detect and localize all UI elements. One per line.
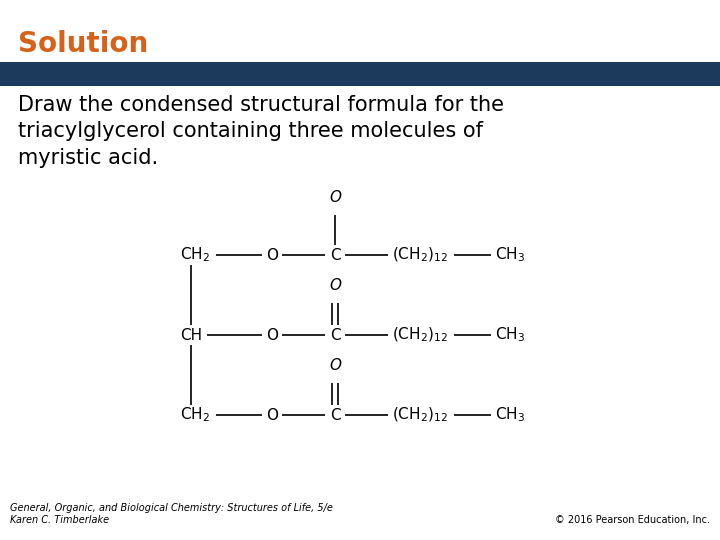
Text: CH$_3$: CH$_3$ — [495, 326, 525, 345]
Text: CH: CH — [180, 327, 202, 342]
Text: Solution: Solution — [18, 30, 148, 58]
Text: CH$_3$: CH$_3$ — [495, 406, 525, 424]
Text: O: O — [329, 190, 341, 205]
Text: O: O — [329, 357, 341, 373]
Text: O: O — [266, 408, 278, 422]
Text: (CH$_2$)$_{12}$: (CH$_2$)$_{12}$ — [392, 246, 448, 264]
Text: C: C — [330, 247, 341, 262]
Text: CH$_3$: CH$_3$ — [495, 246, 525, 265]
Text: Draw the condensed structural formula for the
triacylglycerol containing three m: Draw the condensed structural formula fo… — [18, 95, 504, 168]
Text: CH$_2$: CH$_2$ — [180, 406, 210, 424]
Text: C: C — [330, 408, 341, 422]
Text: O: O — [266, 327, 278, 342]
Text: O: O — [329, 278, 341, 293]
Text: © 2016 Pearson Education, Inc.: © 2016 Pearson Education, Inc. — [555, 515, 710, 525]
Bar — [0, 62, 720, 86]
Text: C: C — [330, 327, 341, 342]
Text: CH$_2$: CH$_2$ — [180, 246, 210, 265]
Text: O: O — [266, 247, 278, 262]
Text: (CH$_2$)$_{12}$: (CH$_2$)$_{12}$ — [392, 406, 448, 424]
Text: (CH$_2$)$_{12}$: (CH$_2$)$_{12}$ — [392, 326, 448, 344]
Text: General, Organic, and Biological Chemistry: Structures of Life, 5/e
Karen C. Tim: General, Organic, and Biological Chemist… — [10, 503, 333, 525]
